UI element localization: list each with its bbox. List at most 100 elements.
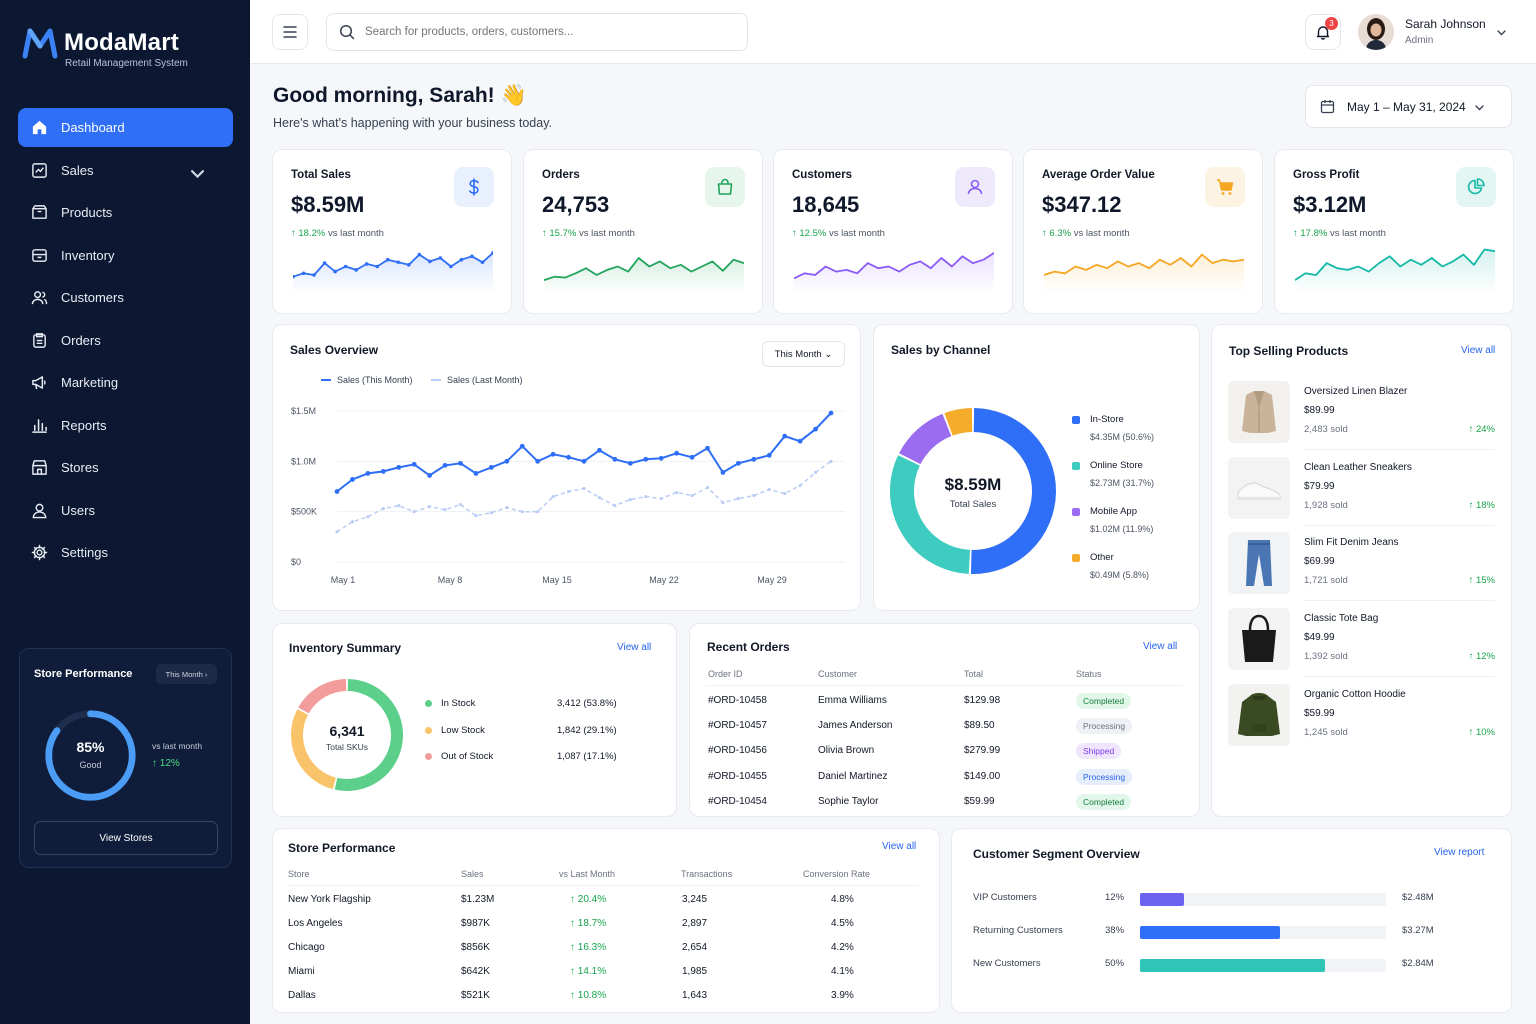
- sidebar-item-orders[interactable]: Orders: [18, 321, 233, 360]
- sidebar-item-products[interactable]: Products: [18, 193, 233, 232]
- data-point[interactable]: [488, 464, 494, 470]
- data-point[interactable]: [752, 493, 756, 498]
- data-point[interactable]: [813, 470, 818, 475]
- order-id[interactable]: #ORD-10458: [708, 695, 767, 706]
- data-point[interactable]: [813, 426, 818, 432]
- data-point[interactable]: [658, 455, 664, 461]
- donut-slice[interactable]: [970, 408, 1056, 574]
- data-point[interactable]: [643, 456, 649, 462]
- data-point[interactable]: [566, 489, 571, 494]
- sidebar-item-stores[interactable]: Stores: [18, 448, 233, 487]
- data-point[interactable]: [674, 450, 680, 456]
- data-point[interactable]: [736, 496, 740, 501]
- data-point[interactable]: [829, 459, 833, 463]
- order-id[interactable]: #ORD-10454: [708, 795, 767, 807]
- data-point[interactable]: [442, 462, 448, 468]
- data-point[interactable]: [597, 447, 602, 453]
- data-point[interactable]: [427, 473, 433, 478]
- data-point[interactable]: [489, 511, 493, 515]
- notifications-button[interactable]: 3: [1305, 14, 1341, 50]
- data-point[interactable]: [797, 438, 803, 444]
- segment-bar-fill[interactable]: [1140, 926, 1281, 939]
- data-point[interactable]: [366, 515, 370, 519]
- order-id[interactable]: #ORD-10456: [708, 745, 767, 757]
- kpi-card[interactable]: Total Sales $8.59M ↑ 18.2% vs last month: [272, 149, 512, 314]
- data-point[interactable]: [798, 483, 802, 488]
- data-point[interactable]: [582, 486, 586, 491]
- kpi-card[interactable]: Average Order Value $347.12 ↑ 6.3% vs la…: [1023, 149, 1263, 314]
- product-name[interactable]: Classic Tote Bag: [1304, 613, 1379, 625]
- data-point[interactable]: [350, 520, 355, 524]
- view-report-link[interactable]: View report: [1434, 847, 1485, 858]
- product-name[interactable]: Slim Fit Denim Jeans: [1304, 537, 1399, 549]
- kpi-card[interactable]: Gross Profit $3.12M ↑ 17.8% vs last mont…: [1274, 149, 1514, 314]
- data-point[interactable]: [735, 460, 741, 466]
- store-name[interactable]: Dallas: [288, 990, 316, 1001]
- data-point[interactable]: [443, 508, 447, 512]
- data-point[interactable]: [505, 506, 509, 510]
- data-point[interactable]: [597, 495, 602, 500]
- data-point[interactable]: [581, 458, 587, 464]
- data-point[interactable]: [705, 445, 710, 451]
- store-name[interactable]: New York Flagship: [288, 894, 371, 905]
- sidebar-item-inventory[interactable]: Inventory: [18, 236, 233, 275]
- data-point[interactable]: [627, 460, 633, 466]
- data-point[interactable]: [689, 454, 695, 460]
- data-point[interactable]: [428, 505, 432, 509]
- donut-slice[interactable]: [899, 413, 952, 465]
- order-id[interactable]: #ORD-10455: [708, 770, 767, 782]
- sidebar-item-settings[interactable]: Settings: [18, 533, 233, 572]
- data-point[interactable]: [705, 485, 710, 490]
- chevron-down-icon[interactable]: [1496, 27, 1507, 38]
- view-all-link[interactable]: View all: [1143, 641, 1178, 652]
- data-point[interactable]: [690, 493, 694, 498]
- data-point[interactable]: [397, 504, 401, 508]
- sidebar-item-reports[interactable]: Reports: [18, 406, 233, 445]
- data-point[interactable]: [411, 461, 417, 467]
- donut-slice[interactable]: [291, 709, 337, 790]
- data-point[interactable]: [520, 510, 524, 514]
- sidebar-item-customers[interactable]: Customers: [18, 278, 233, 317]
- data-point[interactable]: [473, 471, 479, 476]
- sidebar-item-users[interactable]: Users: [18, 491, 233, 530]
- product-name[interactable]: Organic Cotton Hoodie: [1304, 688, 1406, 700]
- data-point[interactable]: [613, 504, 617, 508]
- search-bar[interactable]: [326, 13, 748, 51]
- data-point[interactable]: [535, 458, 541, 464]
- data-point[interactable]: [721, 501, 725, 505]
- data-point[interactable]: [782, 433, 788, 439]
- data-point[interactable]: [766, 452, 772, 458]
- data-point[interactable]: [474, 514, 478, 518]
- product-image[interactable]: [1228, 532, 1290, 595]
- data-point[interactable]: [566, 454, 571, 460]
- kpi-card[interactable]: Orders 24,753 ↑ 15.7% vs last month: [523, 149, 763, 314]
- view-all-link[interactable]: View all: [617, 642, 652, 653]
- data-point[interactable]: [365, 471, 371, 476]
- date-range-picker[interactable]: May 1 – May 31, 2024: [1305, 85, 1512, 128]
- segment-bar-fill[interactable]: [1140, 893, 1185, 906]
- data-point[interactable]: [675, 490, 679, 495]
- data-point[interactable]: [350, 477, 355, 482]
- data-point[interactable]: [396, 464, 402, 470]
- user-name[interactable]: Sarah Johnson: [1405, 17, 1486, 31]
- data-point[interactable]: [380, 469, 386, 474]
- product-image[interactable]: [1228, 456, 1290, 519]
- sidebar-item-sales[interactable]: Sales: [18, 151, 233, 190]
- data-point[interactable]: [334, 489, 340, 494]
- period-select[interactable]: This Month ⌄: [762, 341, 845, 367]
- data-point[interactable]: [628, 497, 632, 502]
- data-point[interactable]: [458, 460, 463, 466]
- data-point[interactable]: [644, 494, 648, 499]
- store-name[interactable]: Miami: [288, 966, 315, 977]
- donut-slice[interactable]: [890, 455, 971, 574]
- donut-slice[interactable]: [334, 679, 403, 791]
- product-image[interactable]: [1228, 381, 1290, 443]
- data-point[interactable]: [335, 530, 339, 534]
- donut-slice[interactable]: [944, 408, 973, 436]
- product-name[interactable]: Oversized Linen Blazer: [1304, 386, 1408, 397]
- store-name[interactable]: Los Angeles: [288, 918, 343, 929]
- app-logo[interactable]: ModaMart: [22, 26, 179, 60]
- sidebar-item-marketing[interactable]: Marketing: [18, 363, 233, 402]
- avatar[interactable]: [1358, 14, 1394, 50]
- data-point[interactable]: [659, 496, 663, 501]
